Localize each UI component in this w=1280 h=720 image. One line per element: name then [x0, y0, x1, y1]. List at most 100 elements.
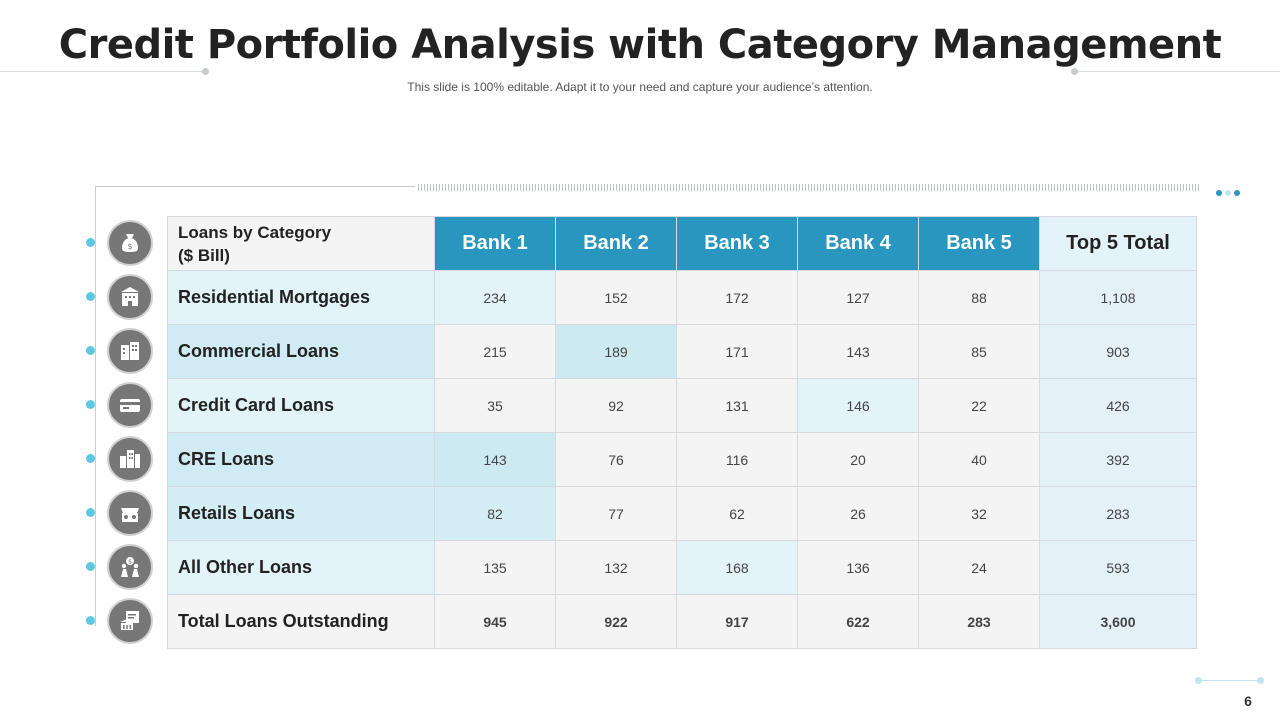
corner-header: Loans by Category ($ Bill) — [167, 216, 435, 271]
table-cell: 20 — [797, 432, 919, 487]
bullet-dot — [86, 616, 95, 625]
table-total-row: Total Loans Outstanding 945 922 917 622 … — [167, 594, 1197, 649]
table-cell: 136 — [797, 540, 919, 595]
bullet-dot — [86, 292, 95, 301]
column-header: Bank 5 — [918, 216, 1040, 271]
table-cell: 215 — [434, 324, 556, 379]
row-label: Residential Mortgages — [167, 270, 435, 325]
table-cell: 171 — [676, 324, 798, 379]
row-icon-item — [86, 270, 156, 324]
column-header: Bank 1 — [434, 216, 556, 271]
table-cell: 143 — [434, 432, 556, 487]
row-total-cell: 903 — [1039, 324, 1197, 379]
row-label: Commercial Loans — [167, 324, 435, 379]
table-cell: 234 — [434, 270, 556, 325]
svg-text:$: $ — [128, 559, 132, 566]
row-total-cell: 593 — [1039, 540, 1197, 595]
row-icon-item — [86, 324, 156, 378]
page-number: 6 — [1244, 693, 1252, 709]
row-total-cell: 392 — [1039, 432, 1197, 487]
table-cell: 92 — [555, 378, 677, 433]
column-header: Bank 3 — [676, 216, 798, 271]
frame-top-line — [95, 186, 415, 187]
column-header-total: Top 5 Total — [1039, 216, 1197, 271]
row-icon-item — [86, 486, 156, 540]
people-dollar-icon: $ — [107, 544, 153, 590]
decorative-hatch-bar — [418, 184, 1200, 191]
bullet-dot — [86, 454, 95, 463]
table-cell: 132 — [555, 540, 677, 595]
table-row: CRE Loans 143 76 116 20 40 392 — [167, 432, 1197, 487]
table-cell: 945 — [434, 594, 556, 649]
row-total-cell: 3,600 — [1039, 594, 1197, 649]
bullet-dot — [86, 346, 95, 355]
column-header: Bank 4 — [797, 216, 919, 271]
table-cell: 143 — [797, 324, 919, 379]
shopping-store-icon — [107, 490, 153, 536]
table-cell: 62 — [676, 486, 798, 541]
table-cell: 116 — [676, 432, 798, 487]
svg-text:$: $ — [127, 242, 132, 251]
credit-card-icon — [107, 382, 153, 428]
table-cell: 131 — [676, 378, 798, 433]
table-cell: 85 — [918, 324, 1040, 379]
table-cell: 146 — [797, 378, 919, 433]
row-total-cell: 283 — [1039, 486, 1197, 541]
table-cell: 82 — [434, 486, 556, 541]
table-cell: 40 — [918, 432, 1040, 487]
title-divider-right — [1075, 71, 1280, 72]
row-label: Retails Loans — [167, 486, 435, 541]
money-bag-icon: $ — [107, 220, 153, 266]
dot — [1216, 190, 1222, 196]
table-cell: 152 — [555, 270, 677, 325]
row-icon-item: $ — [86, 540, 156, 594]
corner-header-line1: Loans by Category — [178, 222, 332, 242]
row-label: Credit Card Loans — [167, 378, 435, 433]
table-cell: 76 — [555, 432, 677, 487]
subtitle: This slide is 100% editable. Adapt it to… — [407, 80, 873, 94]
table-cell: 189 — [555, 324, 677, 379]
row-label: All Other Loans — [167, 540, 435, 595]
title-divider-dot-left — [202, 68, 209, 75]
corner-header-line2: ($ Bill) — [178, 245, 230, 265]
table-cell: 35 — [434, 378, 556, 433]
bullet-dot — [86, 400, 95, 409]
table-row: Commercial Loans 215 189 171 143 85 903 — [167, 324, 1197, 379]
table-cell: 917 — [676, 594, 798, 649]
row-icon-item: $ — [86, 216, 156, 270]
table-cell: 135 — [434, 540, 556, 595]
bullet-dot — [86, 562, 95, 571]
office-tower-icon — [107, 328, 153, 374]
row-total-cell: 426 — [1039, 378, 1197, 433]
table-cell: 283 — [918, 594, 1040, 649]
row-icon-item — [86, 594, 156, 648]
table-row: Residential Mortgages 234 152 172 127 88… — [167, 270, 1197, 325]
bullet-dot — [86, 238, 95, 247]
frame-left-line — [95, 186, 96, 626]
table-row: Retails Loans 82 77 62 26 32 283 — [167, 486, 1197, 541]
row-label: CRE Loans — [167, 432, 435, 487]
title-divider-dot-right — [1071, 68, 1078, 75]
row-icon-item — [86, 432, 156, 486]
table-cell: 88 — [918, 270, 1040, 325]
dot — [1234, 190, 1240, 196]
table-row: Credit Card Loans 35 92 131 146 22 426 — [167, 378, 1197, 433]
bank-document-icon — [107, 598, 153, 644]
table-cell: 26 — [797, 486, 919, 541]
table-cell: 77 — [555, 486, 677, 541]
office-building-icon — [107, 274, 153, 320]
table-cell: 922 — [555, 594, 677, 649]
footer-divider — [1198, 680, 1260, 681]
table-cell: 32 — [918, 486, 1040, 541]
decorative-dots — [1216, 183, 1243, 201]
table-row: All Other Loans 135 132 168 136 24 593 — [167, 540, 1197, 595]
table-header-row: Loans by Category ($ Bill) Bank 1 Bank 2… — [167, 216, 1197, 271]
title-divider-left — [0, 71, 206, 72]
footer-dot-right — [1257, 677, 1264, 684]
column-header: Bank 2 — [555, 216, 677, 271]
table-cell: 127 — [797, 270, 919, 325]
row-total-cell: 1,108 — [1039, 270, 1197, 325]
bullet-dot — [86, 508, 95, 517]
table-cell: 24 — [918, 540, 1040, 595]
row-icon-item — [86, 378, 156, 432]
